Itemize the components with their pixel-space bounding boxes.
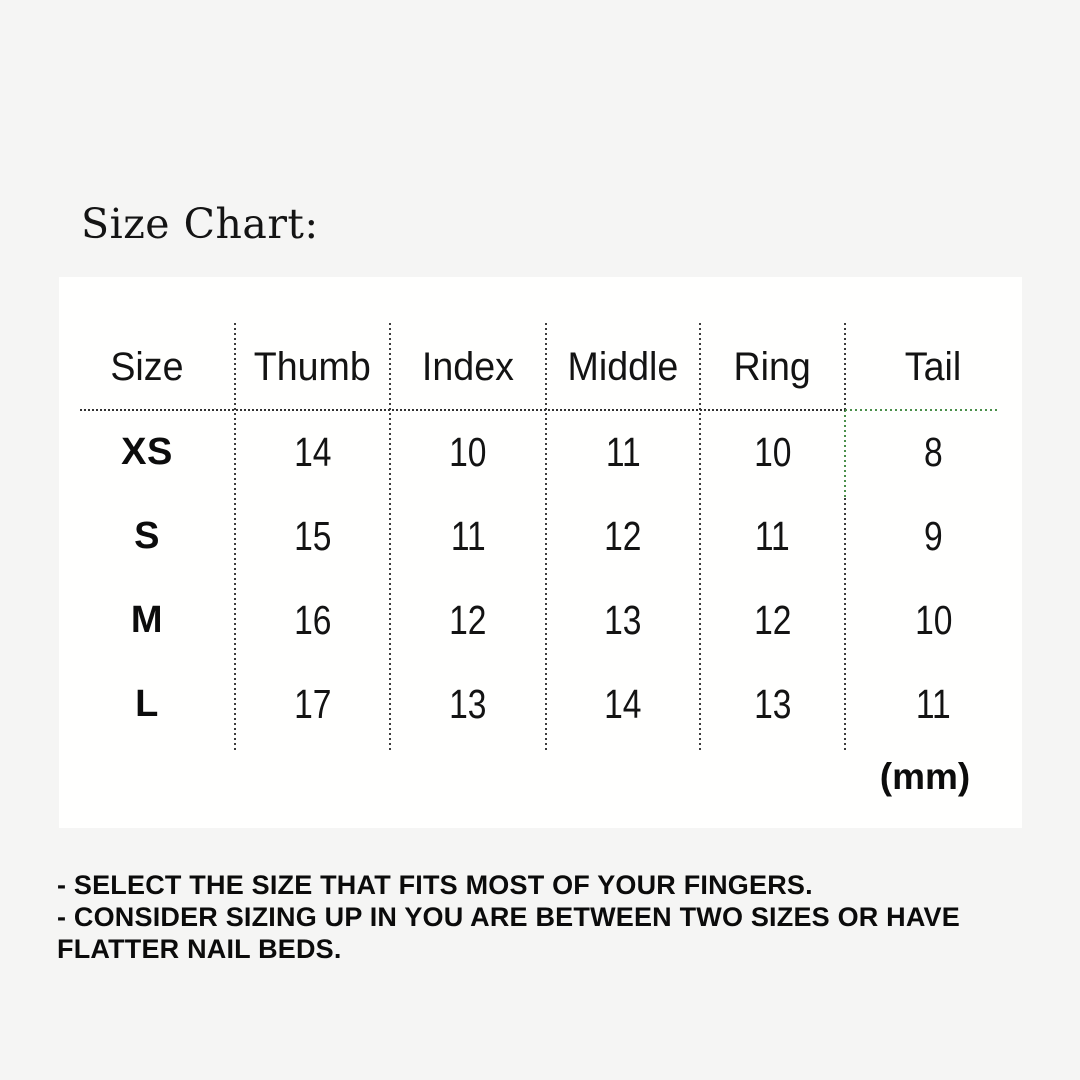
row-label-s: S [134,514,160,557]
cell-value: 11 [916,680,951,727]
cell-value: 12 [604,512,642,559]
size-chart-card: Size Thumb Index Middle Ring Tail XS 14 … [59,277,1022,828]
column-header-ring: Ring [700,277,845,410]
cell-value: 11 [605,428,641,475]
cell-value: 10 [753,428,792,475]
table-cell: 13 [700,662,845,746]
table-cell: 12 [546,494,700,578]
table-cell: 13 [390,662,546,746]
column-header-label: Middle [567,345,679,389]
cell-value: 14 [604,680,642,727]
cell-value: 11 [450,512,486,559]
table-cell: 14 [546,662,700,746]
table-cell: 15 [235,494,390,578]
column-divider [699,323,701,752]
cell-value: 11 [755,512,790,559]
cell-value: 10 [914,596,953,643]
column-header-label: Tail [905,345,962,389]
cell-value: 16 [293,596,332,643]
note-line: - SELECT THE SIZE THAT FITS MOST OF YOUR… [57,870,813,900]
column-divider [389,323,391,752]
column-divider [234,323,236,752]
header-divider-green-segment [845,409,1000,411]
table-cell: 10 [390,410,546,494]
page-title: Size Chart: [81,200,319,248]
row-label-xs: XS [121,430,173,473]
cell-value: 14 [293,428,332,475]
cell-value: 12 [753,596,792,643]
table-cell: 17 [235,662,390,746]
table-cell: 12 [700,578,845,662]
column-header-tail: Tail [845,277,1022,410]
cell-value: 10 [449,428,487,475]
table-cell: 11 [546,410,700,494]
size-table: Size Thumb Index Middle Ring Tail XS 14 … [59,277,1022,828]
column-header-size: Size [59,277,235,410]
table-cell: 10 [845,578,1022,662]
column-header-index: Index [390,277,546,410]
table-cell: 9 [845,494,1022,578]
row-label-m: M [130,598,164,641]
cell-value: 13 [753,680,792,727]
table-cell: 12 [390,578,546,662]
column-divider-green-segment [844,410,846,498]
column-header-label: Index [421,345,514,389]
column-header-label: Ring [733,345,812,389]
note-line: - CONSIDER SIZING UP IN YOU ARE BETWEEN … [57,902,960,932]
column-divider [844,498,846,752]
cell-value: 13 [449,680,487,727]
unit-label: (mm) [879,756,971,797]
table-cell: 11 [845,662,1022,746]
column-header-thumb: Thumb [235,277,390,410]
column-header-label: Thumb [253,345,372,389]
column-divider [844,323,846,410]
table-cell: 11 [700,494,845,578]
header-divider [80,409,845,411]
sizing-notes: - SELECT THE SIZE THAT FITS MOST OF YOUR… [57,869,960,965]
cell-value: 17 [293,680,332,727]
table-cell: 14 [235,410,390,494]
column-header-middle: Middle [546,277,700,410]
note-line: FLATTER NAIL BEDS. [57,934,342,964]
cell-value: 9 [924,512,943,559]
cell-value: 13 [604,596,642,643]
column-divider [545,323,547,752]
cell-value: 12 [449,596,487,643]
cell-value: 8 [924,428,943,475]
table-cell: 13 [546,578,700,662]
row-label-l: L [135,682,159,725]
table-cell: 8 [845,410,1022,494]
cell-value: 15 [293,512,332,559]
table-cell: 11 [390,494,546,578]
table-cell: 10 [700,410,845,494]
column-header-label: Size [110,345,184,389]
table-cell: 16 [235,578,390,662]
